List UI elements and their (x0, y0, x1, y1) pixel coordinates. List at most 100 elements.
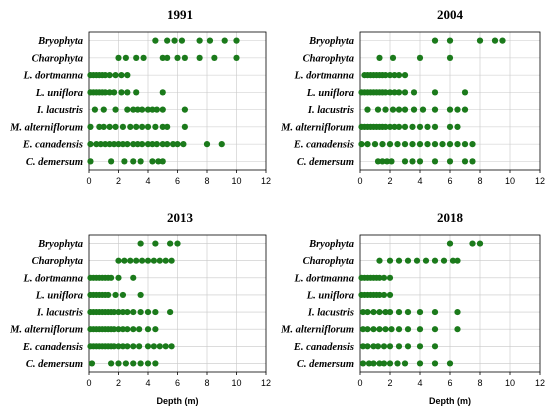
data-point (156, 343, 163, 350)
category-label: E. canadensis (22, 342, 83, 353)
chart-panel-1991: 1991 0 2 4 6 8 10 12 Bryophyta Charophyta L. dortm… (9, 7, 271, 186)
data-point (409, 141, 416, 148)
data-point (364, 141, 371, 148)
data-point (119, 123, 127, 130)
category-label: C. demersum (297, 359, 354, 370)
data-point (159, 141, 166, 148)
data-point (136, 343, 143, 350)
chart-title: 2004 (437, 7, 464, 22)
data-point (376, 326, 383, 333)
data-point (386, 291, 394, 299)
data-point (164, 37, 171, 44)
data-point (386, 257, 394, 264)
data-point (401, 141, 409, 148)
data-point (100, 106, 107, 113)
data-point (371, 141, 379, 148)
data-point (159, 89, 166, 96)
data-point (431, 123, 439, 130)
data-point (401, 360, 409, 367)
data-point (431, 37, 439, 44)
category-label: I. lacustris (36, 308, 83, 319)
data-point (419, 106, 427, 113)
data-point (134, 106, 141, 113)
data-point (416, 308, 424, 316)
data-point (115, 274, 122, 281)
data-point (139, 106, 146, 113)
data-point (108, 158, 115, 165)
data-point (119, 308, 127, 316)
x-tick-label: 6 (447, 176, 452, 186)
data-point (446, 240, 454, 247)
data-point (180, 141, 187, 148)
x-tick-label: 4 (417, 176, 422, 186)
data-point (416, 158, 424, 165)
category-label: L. uniflora (306, 88, 354, 99)
category-label: I. lacustris (307, 308, 354, 319)
data-point (364, 326, 371, 333)
data-point (416, 343, 424, 350)
data-point (106, 89, 113, 96)
data-point (386, 123, 394, 130)
data-point (152, 326, 159, 333)
x-tick-label: 12 (535, 378, 545, 388)
data-point (476, 240, 484, 247)
data-point (115, 343, 122, 350)
data-point (404, 326, 412, 333)
data-point (469, 141, 476, 148)
x-tick-label: 4 (145, 176, 150, 186)
data-point (115, 326, 122, 333)
data-point (364, 343, 371, 350)
category-label: Bryophyta (37, 239, 83, 250)
x-tick-label: 2 (387, 176, 392, 186)
data-point (386, 360, 394, 367)
data-point (364, 308, 371, 316)
data-point (359, 326, 367, 333)
data-point (491, 37, 499, 44)
data-point (144, 343, 152, 350)
data-point (395, 308, 403, 316)
category-label: C. demersum (26, 359, 83, 370)
data-point (144, 326, 152, 333)
data-point (112, 291, 119, 299)
data-point (382, 89, 389, 96)
data-point (424, 123, 431, 130)
data-point (382, 326, 389, 333)
data-point (370, 326, 377, 333)
data-point (110, 326, 118, 333)
category-label: C. demersum (297, 157, 354, 168)
data-point (376, 274, 383, 281)
category-label: M. alterniflorum (9, 122, 83, 133)
data-point (130, 158, 137, 165)
chart-panel-2004: 2004 0 2 4 6 8 10 12 Bryophyta Charophyta L. dortm… (280, 7, 545, 186)
data-point (364, 106, 371, 113)
data-point (150, 257, 157, 264)
data-point (376, 308, 383, 316)
data-point (87, 141, 94, 148)
x-tick-label: 6 (175, 378, 180, 388)
data-point (386, 274, 394, 281)
data-point (137, 291, 144, 299)
x-tick-label: 10 (505, 378, 515, 388)
data-point (130, 343, 137, 350)
data-point (124, 326, 131, 333)
data-point (416, 326, 424, 333)
plot-frame (88, 234, 267, 373)
data-point (461, 106, 469, 113)
data-point (382, 308, 389, 316)
data-point (431, 343, 439, 350)
data-point (88, 360, 96, 367)
data-point (118, 72, 125, 79)
x-tick-label: 0 (86, 378, 91, 388)
data-point (376, 360, 383, 367)
data-point (446, 54, 454, 61)
data-point (409, 123, 416, 130)
category-label: L. dortmanna (22, 273, 83, 284)
x-tick-label: 0 (357, 176, 362, 186)
data-point (139, 141, 146, 148)
category-label: M. alterniflorum (280, 325, 354, 336)
data-point (162, 343, 169, 350)
data-point (137, 308, 144, 316)
data-point (174, 141, 181, 148)
data-point (164, 54, 171, 61)
data-point (454, 106, 461, 113)
